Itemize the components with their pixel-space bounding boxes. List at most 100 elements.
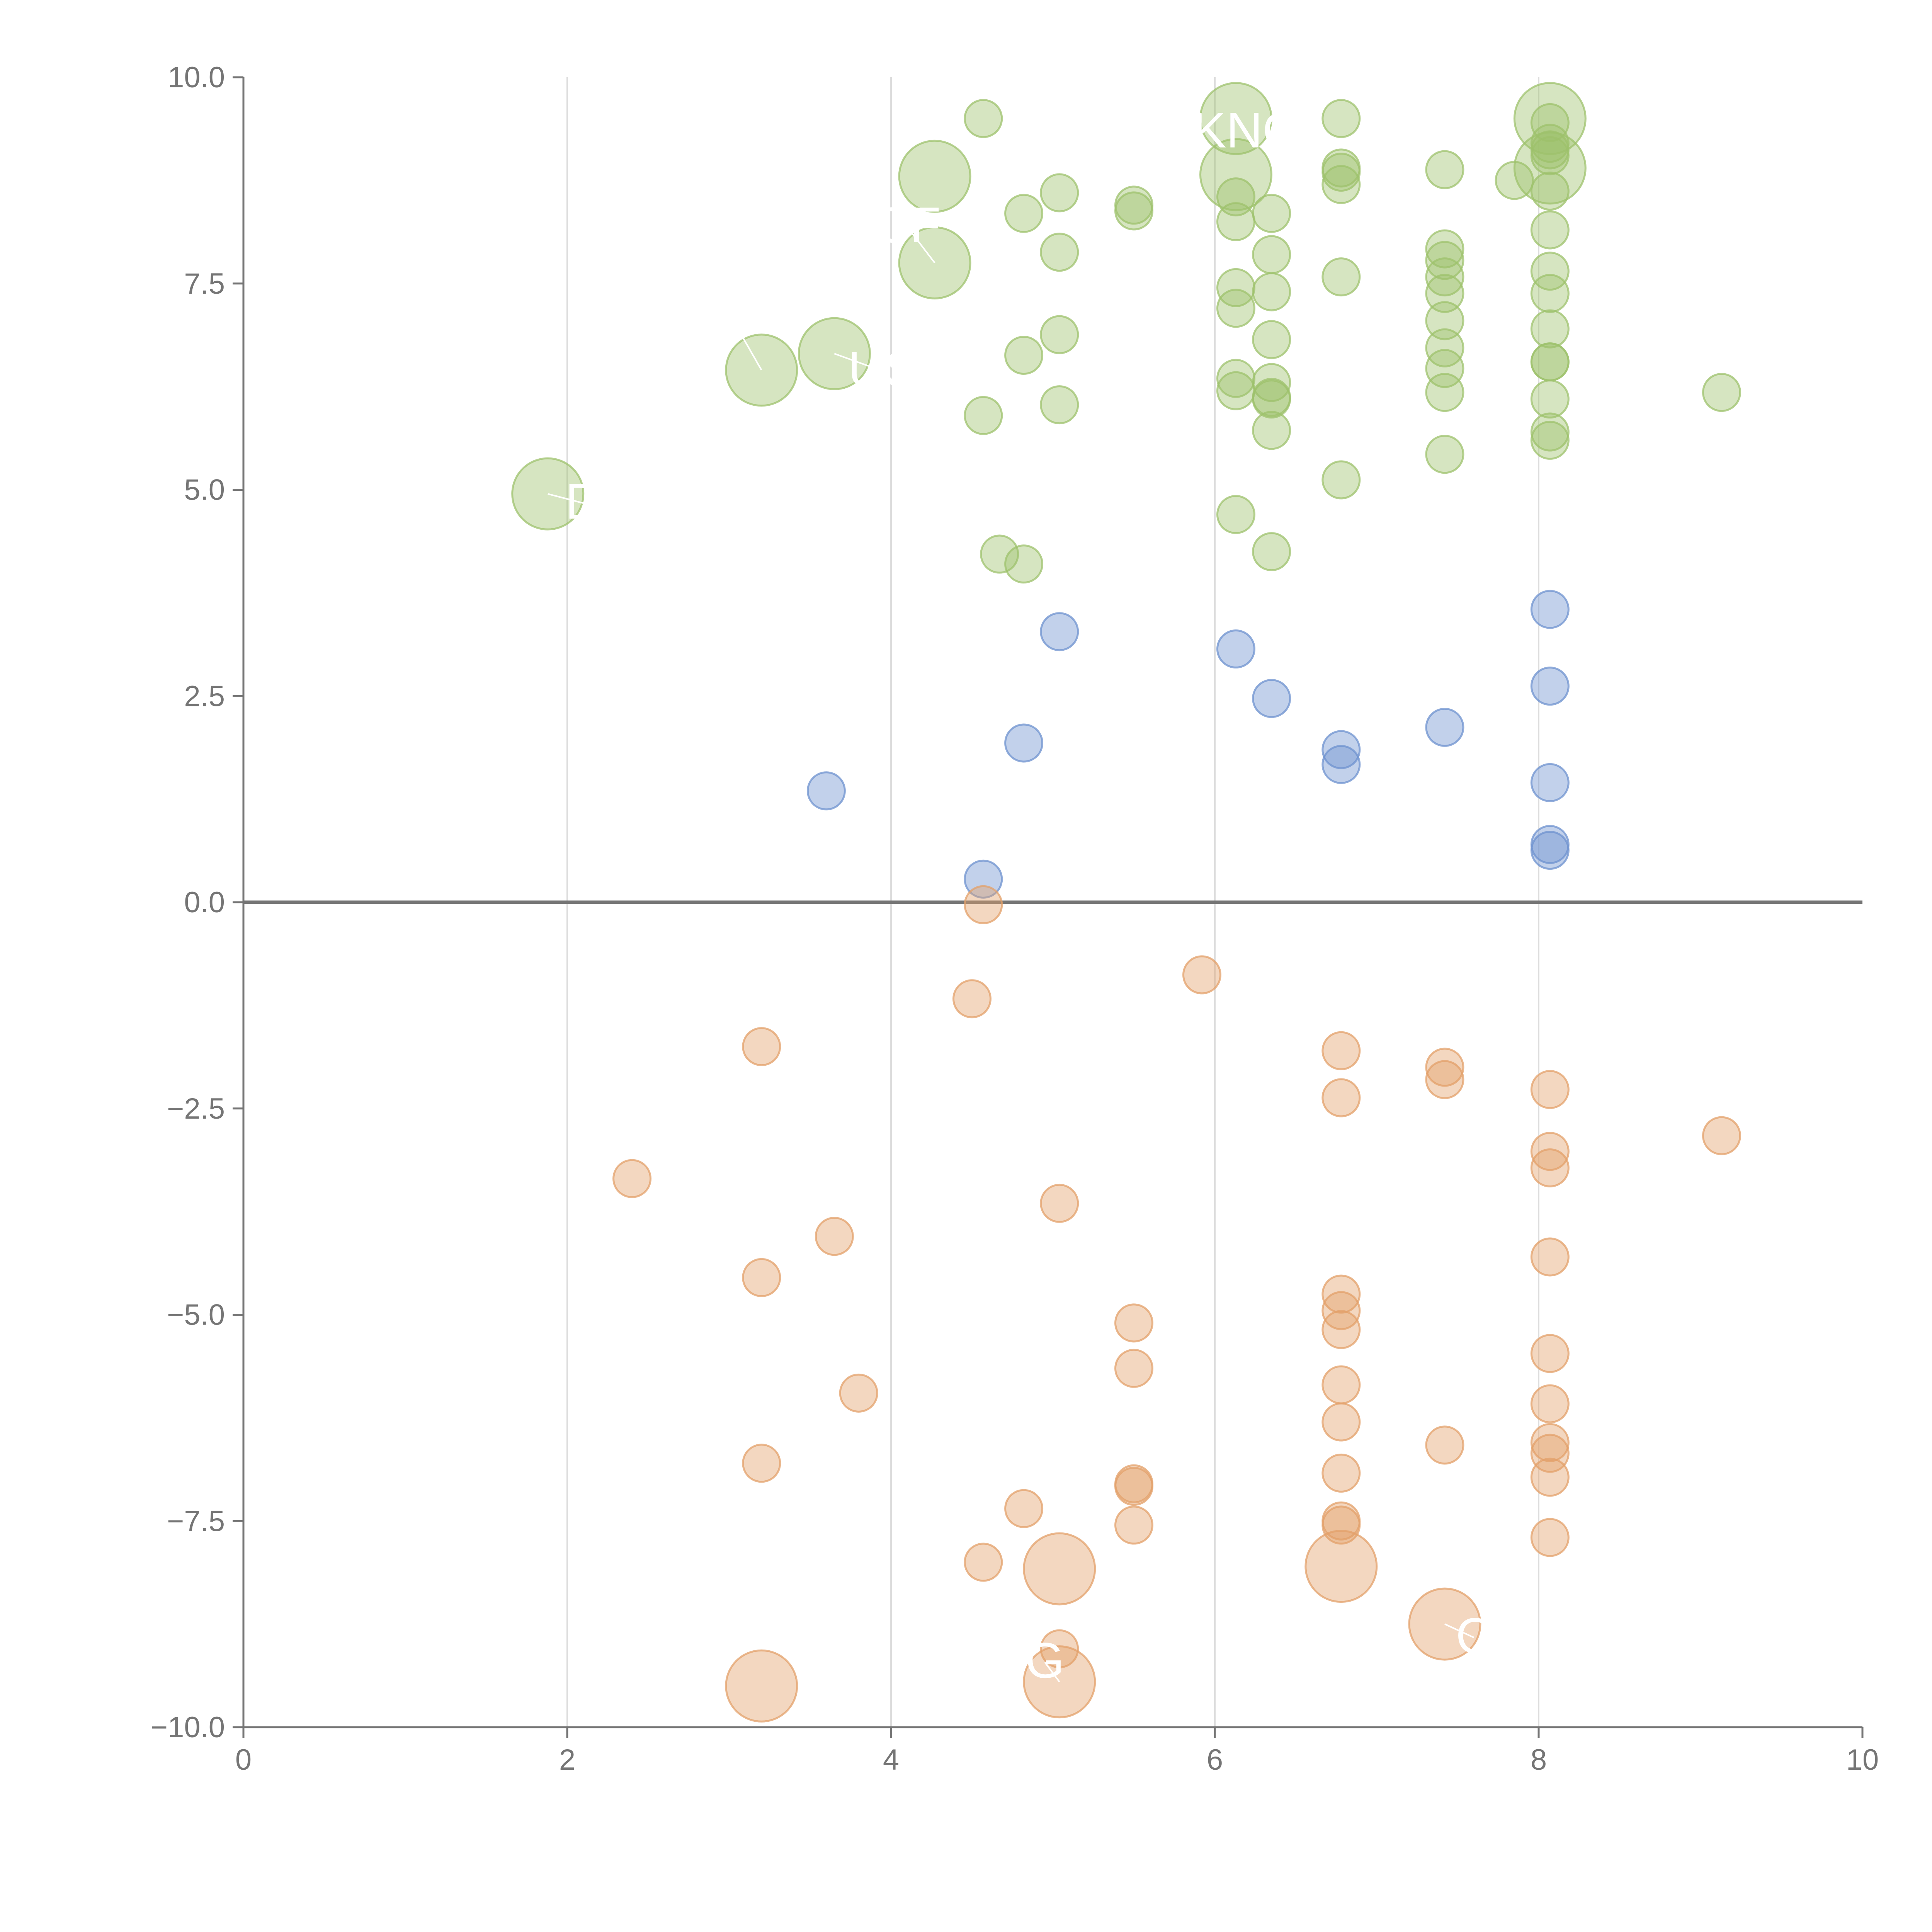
positive-point [1530,172,1570,211]
negative-point [1321,1274,1361,1314]
positive-point [1216,495,1255,534]
negative-point [964,885,1003,924]
positive-point [1425,301,1464,340]
positive-point [1321,165,1361,204]
label-leader-line [728,313,762,371]
negative-point [1321,1031,1361,1070]
positive-point [1040,233,1079,272]
negative-point [1425,1425,1464,1465]
negative-point [1114,1467,1153,1506]
label-leader-line [834,353,883,372]
negative-point [742,1444,781,1483]
negative-point [1530,1434,1570,1473]
negative-point [1530,1458,1570,1497]
negative-point [1321,1402,1361,1442]
neutral-point [1321,730,1361,769]
negative-point [964,1543,1003,1582]
negative-point [1425,1060,1464,1099]
label-leader-line [548,493,584,504]
positive-point [964,99,1003,138]
y-tick-label: 10.0 [168,61,225,94]
positive-point [1425,150,1464,189]
positive-point [1040,385,1079,425]
negative-point [952,979,992,1019]
positive-point [1530,412,1570,452]
x-tick-label: 0 [235,1743,252,1776]
negative-point [1182,955,1221,995]
positive-point [1040,315,1079,354]
positive-point [1530,379,1570,419]
negative-point [1304,1530,1378,1603]
negative-point [1114,1505,1153,1545]
positive-point [1321,99,1361,138]
label-leader-line [1044,1662,1060,1682]
positive-point [1321,257,1361,297]
x-tick-label: 4 [883,1743,899,1776]
positive-point [1702,373,1741,412]
label-leader-line [906,226,935,264]
positive-point [1530,103,1570,142]
label-leader-line [1235,118,1248,133]
point-label: CF [874,197,940,253]
negative-point [1040,1629,1079,1668]
neutral-point [1530,830,1570,870]
y-tick-label: 7.5 [184,267,225,300]
negative-point [1321,1453,1361,1493]
negative-point [1530,1423,1570,1462]
negative-point [1530,1518,1570,1557]
positive-point [1321,153,1361,192]
positive-point [1530,420,1570,460]
positive-point [725,333,798,407]
neutral-point [1216,629,1255,669]
negative-point [1530,1070,1570,1109]
negative-point [1321,1078,1361,1117]
negative-point [1530,1132,1570,1171]
positive-point [1252,320,1291,359]
negative-point [1530,1237,1570,1277]
positive-point [1530,252,1570,291]
positive-point [1321,460,1361,500]
positive-point [1252,235,1291,274]
positive-point [1425,373,1464,412]
negative-point [742,1258,781,1297]
positive-point [1004,544,1044,584]
positive-point [1425,241,1464,280]
positive-point [980,534,1019,574]
positive-point [1425,349,1464,388]
positive-point [1425,229,1464,269]
neutral-point [1252,679,1291,718]
negative-point [1530,1334,1570,1373]
data-points [511,82,1741,1723]
positive-point [1425,435,1464,474]
neutral-point [1004,723,1044,763]
positive-point [1530,210,1570,250]
x-tick-label: 10 [1846,1743,1879,1776]
positive-point [1216,359,1255,398]
axes: 0 2 4 6 8 10 −10.0 −7.5 −5.0 −2.5 0.0 2.5 5.0 7.5 10.0 [151,61,1879,1776]
negative-point [1321,1505,1361,1545]
negative-point [1321,1365,1361,1405]
positive-point [1530,274,1570,313]
positive-point [1530,136,1570,175]
negative-point [1530,1384,1570,1423]
negative-point [1530,1148,1570,1187]
point-label: F [714,283,744,340]
point-label: C [1456,1607,1492,1664]
data-labels: KNO CF F US D G C [548,102,1492,1689]
positive-point [1004,335,1044,375]
point-label: D [565,473,602,529]
point-label: KNO [1193,102,1302,158]
negative-point [1023,1532,1096,1605]
x-tick-label: 6 [1207,1743,1223,1776]
positive-point [1530,309,1570,349]
neutral-point [1530,667,1570,706]
negative-point [1004,1489,1044,1528]
negative-point [839,1373,878,1413]
negative-point [742,1027,781,1066]
positive-point [1252,194,1291,233]
negative-point [1321,1310,1361,1349]
positive-point [1252,532,1291,571]
positive-point [1252,411,1291,450]
y-tick-label: −2.5 [167,1092,225,1125]
